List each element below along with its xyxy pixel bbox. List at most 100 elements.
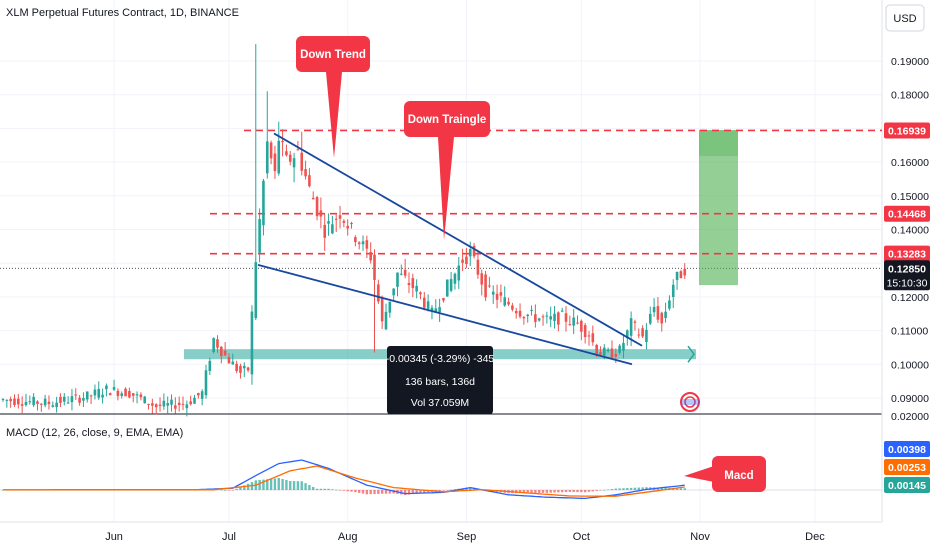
macd-histogram-bar [675, 488, 679, 490]
candle-body [120, 393, 124, 396]
candle-body [495, 293, 499, 300]
candle-body [599, 352, 602, 355]
macd-histogram-bar [227, 490, 231, 491]
price-tick-3: 0.16000 [891, 157, 929, 169]
down-triangle-bubble [404, 101, 490, 137]
candle-body [361, 241, 365, 245]
price-axis[interactable]: 0.190000.180000.170000.160000.150000.140… [891, 56, 929, 423]
candle-body [93, 389, 97, 396]
upper-trendline [273, 132, 643, 347]
macd-histogram-bar [243, 485, 246, 490]
time-tick-aug: Aug [338, 531, 358, 543]
candle-body [484, 274, 487, 298]
candle-body [572, 317, 575, 326]
level-tag-0: 0.16939 [888, 125, 926, 137]
macd-histogram-bar [415, 490, 418, 494]
macd-histogram-bar [449, 489, 453, 491]
macd-histogram-bar [446, 490, 449, 491]
candle-body [227, 357, 231, 364]
candle-body [154, 404, 158, 408]
candle-body [491, 291, 495, 295]
macd-histogram-bar [595, 490, 598, 491]
macd-histogram-bar [403, 490, 407, 496]
candle-body [128, 391, 131, 398]
candle-body [507, 301, 510, 305]
candle-body [530, 309, 533, 311]
candle-body [223, 350, 227, 356]
macd-histogram-bar [599, 490, 602, 491]
candle-body [380, 297, 384, 322]
macd-histogram-bar [679, 488, 683, 490]
time-tick-dec: Dec [805, 531, 825, 543]
macd-histogram-bar [438, 490, 441, 492]
candle-body [300, 152, 304, 171]
macd-histogram-bar [388, 490, 392, 494]
candle-body [553, 313, 556, 322]
candle-body [637, 334, 641, 336]
candle-body [116, 390, 120, 397]
macd-histogram-bar [645, 487, 648, 490]
macd-histogram-bar [380, 490, 384, 494]
macd-tag-1-bg [884, 459, 930, 475]
time-tick-jul: Jul [222, 531, 236, 543]
candle-body [55, 402, 58, 408]
measure-tooltip[interactable]: -0.00345 (-3.29%) -345 136 bars, 136d Vo… [386, 346, 495, 414]
candle-body [476, 259, 480, 275]
candle-body [652, 306, 656, 313]
candle-body [315, 197, 319, 217]
macd-histogram-bar [361, 490, 365, 494]
candle-body [235, 363, 238, 372]
candle-body [396, 272, 399, 287]
candle-body [151, 403, 154, 406]
candle-body [442, 298, 445, 301]
candle-body [564, 313, 568, 322]
macd-histogram-bar [576, 490, 579, 493]
down-triangle-callout[interactable]: Down Traingle [404, 101, 490, 240]
candle-body [174, 405, 177, 409]
candle-body [200, 391, 204, 399]
macd-histogram-bar [277, 478, 280, 490]
macd-histogram-bar [618, 488, 621, 490]
candle-body [369, 251, 372, 261]
candle-body [308, 175, 311, 187]
candle-body [281, 140, 284, 143]
macd-histogram-bar [342, 490, 346, 491]
macd-histogram-bar [331, 489, 334, 490]
candle-body [560, 310, 564, 312]
candle-body [403, 269, 407, 276]
level-tag-2: 0.13283 [888, 249, 926, 261]
candle-body [480, 273, 484, 285]
currency-button[interactable]: USD [885, 4, 925, 32]
candle-body [277, 140, 281, 174]
candle-body [139, 394, 143, 398]
macd-callout[interactable]: Macd [684, 456, 766, 492]
macd-histogram-bar [580, 490, 583, 493]
macd-histogram-bar [266, 479, 269, 490]
candle-body [250, 311, 254, 375]
down-trend-callout[interactable]: Down Trend [296, 36, 370, 158]
candle-body [610, 348, 614, 359]
currency-label: USD [893, 13, 916, 25]
candle-body [522, 317, 526, 319]
macd-histogram-bar [338, 490, 342, 491]
time-axis[interactable]: Jun Jul Aug Sep Oct Nov Dec [105, 531, 825, 543]
macd-histogram-bar [534, 490, 537, 493]
candle-body [645, 329, 648, 343]
candle-body [457, 265, 461, 281]
macd-histogram-bar [300, 481, 303, 490]
candle-body [296, 149, 300, 151]
candle-body [419, 292, 422, 295]
candle-body [568, 324, 572, 326]
candle-body [675, 271, 679, 280]
candle-body [304, 169, 307, 177]
macd-histogram-bar [273, 478, 277, 490]
macd-callout-label: Macd [724, 470, 753, 482]
down-trend-label: Down Trend [300, 49, 366, 61]
macd-layer [0, 459, 882, 500]
candles-layer [1, 44, 687, 417]
level-tag-0-bg [884, 122, 930, 139]
event-icon[interactable] [680, 392, 700, 412]
candle-body [342, 220, 346, 223]
macd-histogram-bar [296, 481, 300, 490]
